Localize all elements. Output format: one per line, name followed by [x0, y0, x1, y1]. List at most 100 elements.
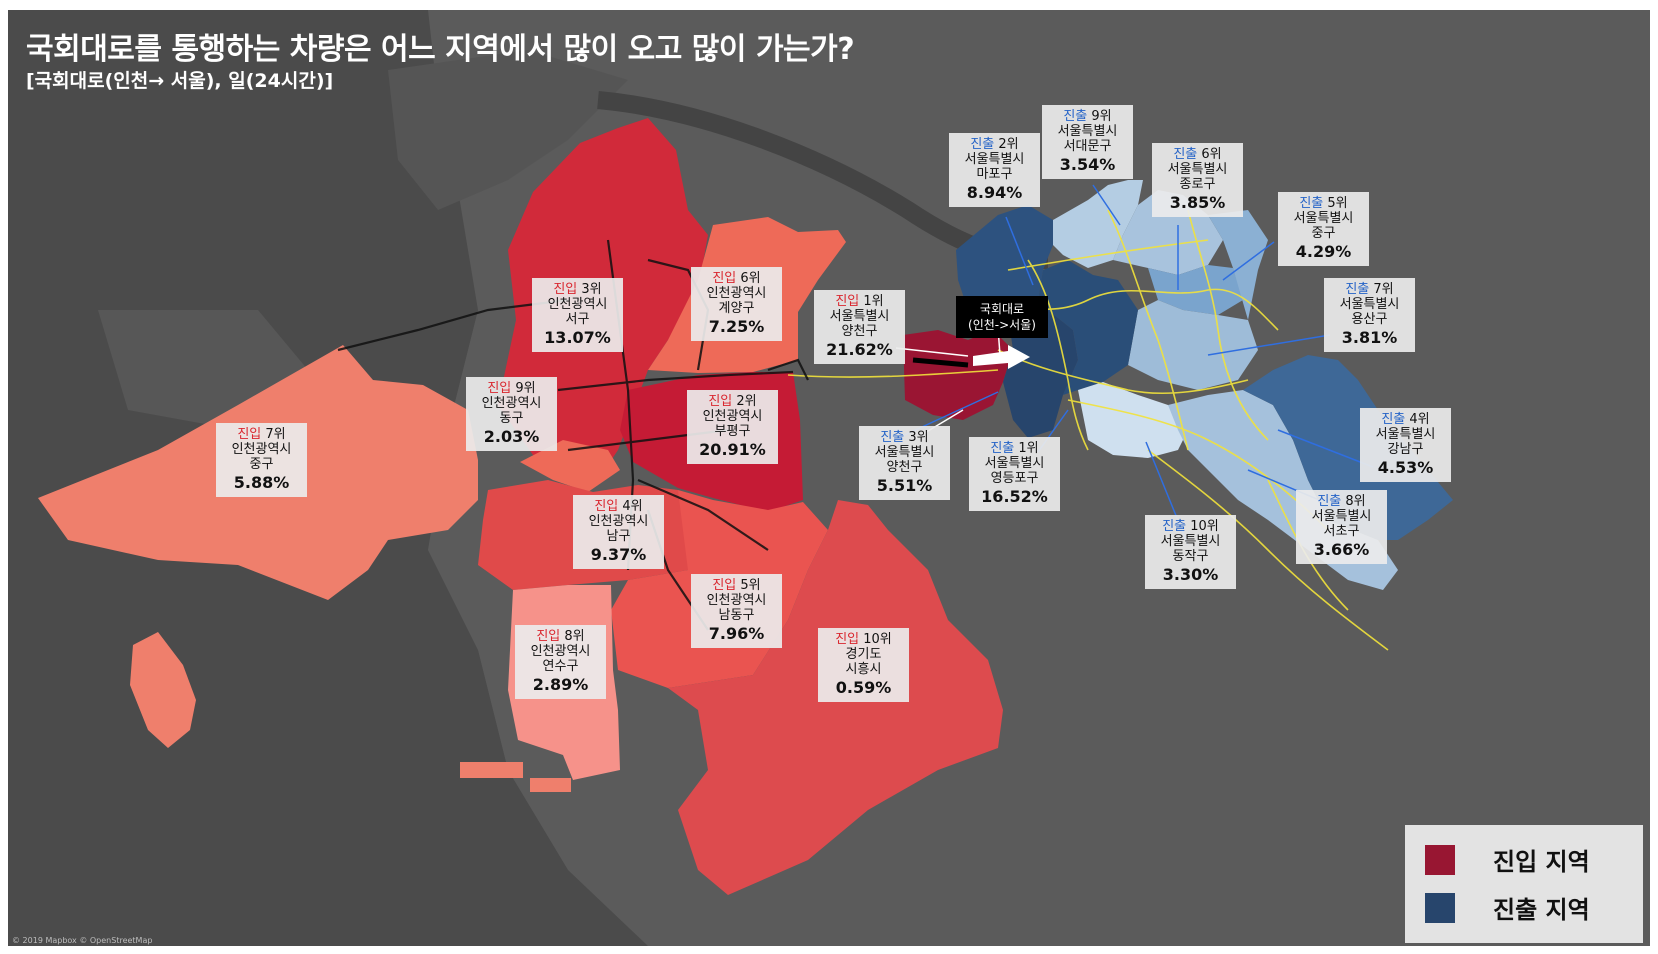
label-rank: 7위 — [1373, 282, 1394, 297]
label-kind: 진입 — [487, 381, 512, 396]
label-city: 서울특별시 — [1311, 509, 1372, 524]
label-kind: 진출 — [1299, 196, 1324, 211]
label-exit-seocho[interactable]: 진출 8위 서울특별시 서초구 3.66% — [1296, 490, 1387, 564]
region-incheon-jung-spit2[interactable] — [530, 778, 571, 792]
label-district: 양천구 — [841, 324, 878, 339]
label-district: 종로구 — [1179, 177, 1216, 192]
label-exit-yongsan[interactable]: 진출 7위 서울특별시 용산구 3.81% — [1324, 278, 1415, 352]
label-rank: 5위 — [740, 578, 761, 593]
label-rank: 6위 — [1201, 147, 1222, 162]
label-rank: 9위 — [515, 381, 536, 396]
label-exit-jongno[interactable]: 진출 6위 서울특별시 종로구 3.85% — [1152, 143, 1243, 217]
region-seoul-jung[interactable] — [1148, 265, 1243, 315]
label-percent: 13.07% — [544, 328, 611, 347]
label-rank: 2위 — [998, 137, 1019, 152]
label-city: 서울특별시 — [984, 456, 1045, 471]
label-kind: 진출 — [1381, 412, 1406, 427]
label-exit-yeongdeungpo[interactable]: 진출 1위 서울특별시 영등포구 16.52% — [969, 437, 1060, 511]
label-exit-seodaemun[interactable]: 진출 9위 서울특별시 서대문구 3.54% — [1042, 105, 1133, 179]
label-entry-gyeyang[interactable]: 진입 6위 인천광역시 계양구 7.25% — [691, 267, 782, 341]
label-district: 부평구 — [714, 424, 751, 439]
label-percent: 8.94% — [966, 183, 1023, 202]
label-percent: 3.81% — [1341, 328, 1398, 347]
region-seoul-east-light[interactable] — [1208, 210, 1268, 320]
legend-exit-label: 진출 지역 — [1493, 896, 1590, 924]
label-rank: 4위 — [622, 499, 643, 514]
label-kind: 진출 — [970, 137, 995, 152]
road-label-name: 국회대로 — [979, 302, 1025, 316]
label-entry-jung[interactable]: 진입 7위 인천광역시 중구 5.88% — [216, 423, 307, 497]
label-city: 인천광역시 — [706, 593, 767, 608]
label-city: 인천광역시 — [547, 297, 608, 312]
map-frame: 국회대로를 통행하는 차량은 어느 지역에서 많이 오고 많이 가는가? [국회… — [8, 10, 1650, 946]
road-label-direction: (인천->서울) — [968, 318, 1036, 332]
label-percent: 3.54% — [1059, 155, 1116, 174]
label-percent: 5.88% — [233, 473, 290, 492]
label-kind: 진입 — [594, 499, 619, 514]
label-rank: 3위 — [581, 282, 602, 297]
label-city: 인천광역시 — [231, 442, 292, 457]
label-city: 인천광역시 — [706, 286, 767, 301]
label-city: 인천광역시 — [702, 409, 763, 424]
label-entry-seo[interactable]: 진입 3위 인천광역시 서구 13.07% — [532, 278, 623, 352]
label-district: 시흥시 — [845, 662, 882, 677]
label-rank: 3위 — [908, 430, 929, 445]
region-seoul-seodaemun[interactable] — [1053, 180, 1143, 268]
label-rank: 2위 — [736, 394, 757, 409]
label-rank: 8위 — [564, 629, 585, 644]
label-entry-namdong[interactable]: 진입 5위 인천광역시 남동구 7.96% — [691, 574, 782, 648]
land-gimpo — [388, 50, 628, 210]
label-exit-jung[interactable]: 진출 5위 서울특별시 중구 4.29% — [1278, 192, 1369, 266]
label-exit-gangnam[interactable]: 진출 4위 서울특별시 강남구 4.53% — [1360, 408, 1451, 482]
label-district: 연수구 — [542, 659, 579, 674]
label-district: 서대문구 — [1063, 139, 1112, 154]
label-district: 계양구 — [718, 301, 755, 316]
label-entry-nam[interactable]: 진입 4위 인천광역시 남구 9.37% — [573, 495, 664, 569]
region-seoul-dongjak[interactable] — [1078, 382, 1188, 458]
label-percent: 2.03% — [483, 427, 540, 446]
label-city: 인천광역시 — [530, 644, 591, 659]
label-entry-yeonsu[interactable]: 진입 8위 인천광역시 연수구 2.89% — [515, 625, 606, 699]
label-city: 서울특별시 — [1057, 124, 1118, 139]
label-rank: 4위 — [1409, 412, 1430, 427]
label-entry-siheung[interactable]: 진입 10위 경기도 시흥시 0.59% — [818, 628, 909, 702]
label-rank: 10위 — [1190, 519, 1219, 534]
label-entry-dong[interactable]: 진입 9위 인천광역시 동구 2.03% — [466, 377, 557, 451]
label-entry-bupyeong[interactable]: 진입 2위 인천광역시 부평구 20.91% — [687, 390, 778, 464]
label-district: 서초구 — [1323, 524, 1360, 539]
label-exit-mapo[interactable]: 진출 2위 서울특별시 마포구 8.94% — [949, 133, 1040, 207]
legend-entry-row: 진입 지역 — [1425, 842, 1590, 877]
region-seoul-gangnam[interactable] — [1243, 355, 1453, 540]
label-city: 인천광역시 — [588, 514, 649, 529]
label-rank: 7위 — [265, 427, 286, 442]
label-percent: 20.91% — [699, 440, 766, 459]
label-kind: 진출 — [1173, 147, 1198, 162]
label-district: 동구 — [499, 411, 524, 426]
region-seoul-yeongdeungpo[interactable] — [1038, 260, 1138, 395]
label-percent: 16.52% — [981, 487, 1048, 506]
gukhoe-daero-road[interactable] — [912, 357, 969, 368]
label-percent: 4.53% — [1377, 458, 1434, 477]
label-exit-yangcheon[interactable]: 진출 3위 서울특별시 양천구 5.51% — [859, 426, 950, 500]
region-incheon-jung-spit1[interactable] — [460, 762, 523, 778]
label-district: 중구 — [1311, 226, 1336, 241]
label-district: 서구 — [565, 312, 590, 327]
label-kind: 진출 — [1345, 282, 1370, 297]
label-exit-dongjak[interactable]: 진출 10위 서울특별시 동작구 3.30% — [1145, 515, 1236, 589]
label-city: 서울특별시 — [1293, 211, 1354, 226]
label-district: 양천구 — [886, 460, 923, 475]
label-rank: 8위 — [1345, 494, 1366, 509]
label-rank: 1위 — [863, 294, 884, 309]
label-rank: 5위 — [1327, 196, 1348, 211]
label-city: 서울특별시 — [1167, 162, 1228, 177]
label-percent: 21.62% — [826, 340, 893, 359]
label-district: 영등포구 — [990, 471, 1039, 486]
label-percent: 2.89% — [532, 675, 589, 694]
label-entry-yangcheon[interactable]: 진입 1위 서울특별시 양천구 21.62% — [814, 290, 905, 364]
label-city: 서울특별시 — [964, 152, 1025, 167]
region-incheon-jung-small-island[interactable] — [130, 632, 196, 748]
label-district: 강남구 — [1387, 442, 1424, 457]
label-percent: 0.59% — [835, 678, 892, 697]
gukhoe-daero-label[interactable]: 국회대로 (인천->서울) — [956, 296, 1048, 338]
region-incheon-dong[interactable] — [520, 440, 620, 492]
